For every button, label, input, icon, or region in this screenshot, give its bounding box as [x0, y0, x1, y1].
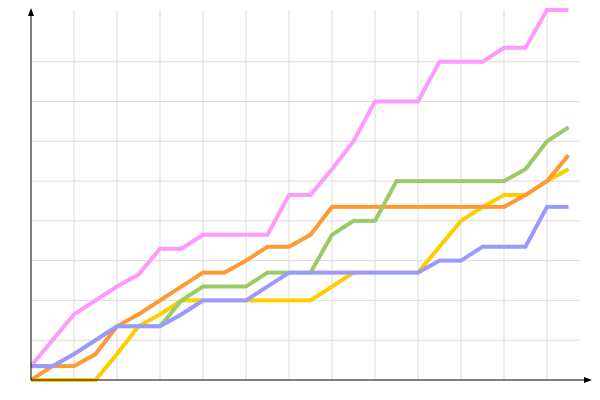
series-line: [29, 153, 571, 382]
x-axis-arrow: [584, 377, 592, 383]
axes: [28, 8, 592, 383]
y-axis-arrow: [28, 8, 34, 16]
series-line: [29, 8, 569, 368]
series-line: [31, 167, 570, 382]
lines: [29, 8, 571, 382]
series-line: [31, 204, 569, 369]
